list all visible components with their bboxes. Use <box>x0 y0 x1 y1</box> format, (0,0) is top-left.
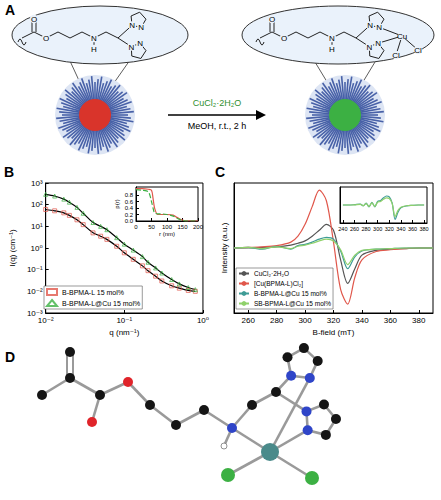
svg-text:O: O <box>269 15 275 24</box>
svg-text:O: O <box>281 34 287 43</box>
svg-text:300: 300 <box>298 316 312 325</box>
svg-text:380: 380 <box>412 316 426 325</box>
svg-text:B-BPMA-L@Cu 15 mol%: B-BPMA-L@Cu 15 mol% <box>254 290 327 297</box>
svg-text:N: N <box>329 34 335 43</box>
svg-text:10⁻¹: 10⁻¹ <box>27 265 43 274</box>
svg-text:340: 340 <box>396 226 405 232</box>
svg-text:D: D <box>5 349 15 365</box>
svg-text:[Cu(BPMA-L)Cl₂]: [Cu(BPMA-L)Cl₂] <box>254 280 303 288</box>
svg-text:N: N <box>137 39 143 48</box>
svg-text:320: 320 <box>385 226 394 232</box>
svg-text:10³: 10³ <box>31 179 43 188</box>
svg-text:p(r): p(r) <box>114 199 120 208</box>
svg-text:320: 320 <box>327 316 341 325</box>
svg-text:A: A <box>5 2 15 18</box>
svg-text:0.2: 0.2 <box>125 212 134 218</box>
svg-text:CuCl₂·2H₂O: CuCl₂·2H₂O <box>254 270 289 277</box>
svg-text:10¹: 10¹ <box>31 222 43 231</box>
svg-text:10⁻²: 10⁻² <box>27 287 43 296</box>
svg-text:10⁰: 10⁰ <box>197 316 209 325</box>
svg-text:380: 380 <box>420 226 429 232</box>
svg-text:0.4: 0.4 <box>125 205 134 211</box>
svg-text:240: 240 <box>338 226 347 232</box>
svg-text:N: N <box>128 43 134 52</box>
svg-text:340: 340 <box>355 316 369 325</box>
svg-text:q (nm⁻¹): q (nm⁻¹) <box>109 328 139 337</box>
svg-text:r (nm): r (nm) <box>159 231 175 237</box>
svg-text:H: H <box>329 45 335 54</box>
svg-text:10⁻²: 10⁻² <box>38 316 54 325</box>
svg-text:0.8: 0.8 <box>125 192 134 198</box>
svg-text:O: O <box>43 34 49 43</box>
svg-text:360: 360 <box>384 316 398 325</box>
svg-text:CuCl₂·2H₂O: CuCl₂·2H₂O <box>193 98 242 108</box>
svg-text:N: N <box>138 23 144 32</box>
svg-text:100: 100 <box>162 224 173 230</box>
svg-text:C: C <box>215 164 225 180</box>
svg-text:280: 280 <box>270 316 284 325</box>
svg-text:10⁻¹: 10⁻¹ <box>116 316 132 325</box>
svg-text:MeOH, r.t., 2 h: MeOH, r.t., 2 h <box>188 121 247 131</box>
svg-text:H: H <box>91 45 97 54</box>
svg-text:Cl: Cl <box>392 51 400 60</box>
svg-text:N: N <box>376 23 382 32</box>
svg-text:B-BPMA-L 15 mol%: B-BPMA-L 15 mol% <box>62 289 124 296</box>
svg-text:I(q) (cm⁻¹): I(q) (cm⁻¹) <box>8 229 17 266</box>
svg-text:Cl: Cl <box>414 46 422 55</box>
svg-text:260: 260 <box>350 226 359 232</box>
svg-text:360: 360 <box>408 226 417 232</box>
svg-text:B: B <box>4 164 14 180</box>
svg-text:B-field (mT): B-field (mT) <box>313 328 355 337</box>
svg-text:B-BPMA-L@Cu 15 mol%: B-BPMA-L@Cu 15 mol% <box>62 300 140 307</box>
svg-text:N: N <box>375 39 381 48</box>
svg-text:N: N <box>366 43 372 52</box>
svg-text:Intensity (a.u.): Intensity (a.u.) <box>220 222 229 273</box>
svg-text:SB-BPMA-L@Cu 15 mol%: SB-BPMA-L@Cu 15 mol% <box>254 300 331 307</box>
svg-text:150: 150 <box>177 224 188 230</box>
svg-text:0.0: 0.0 <box>125 218 134 224</box>
svg-text:260: 260 <box>242 316 256 325</box>
svg-text:10⁰: 10⁰ <box>31 244 43 253</box>
svg-text:300: 300 <box>373 226 382 232</box>
svg-text:280: 280 <box>362 226 371 232</box>
svg-text:Cu: Cu <box>397 32 407 41</box>
svg-text:10²: 10² <box>31 200 43 209</box>
svg-text:200: 200 <box>193 224 204 230</box>
svg-text:N: N <box>367 21 373 30</box>
svg-text:N: N <box>91 34 97 43</box>
svg-text:50: 50 <box>148 224 155 230</box>
svg-text:0.6: 0.6 <box>125 199 134 205</box>
svg-text:0: 0 <box>134 224 138 230</box>
svg-text:10⁻³: 10⁻³ <box>26 308 43 318</box>
svg-text:O: O <box>31 15 37 24</box>
svg-text:N: N <box>129 21 135 30</box>
